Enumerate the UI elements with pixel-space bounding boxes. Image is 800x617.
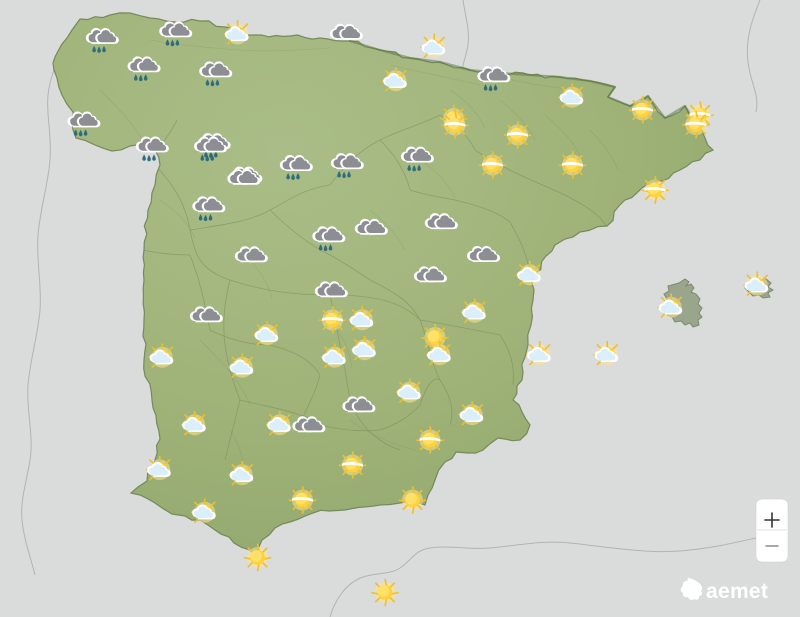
svg-text:aemet: aemet	[706, 580, 768, 603]
